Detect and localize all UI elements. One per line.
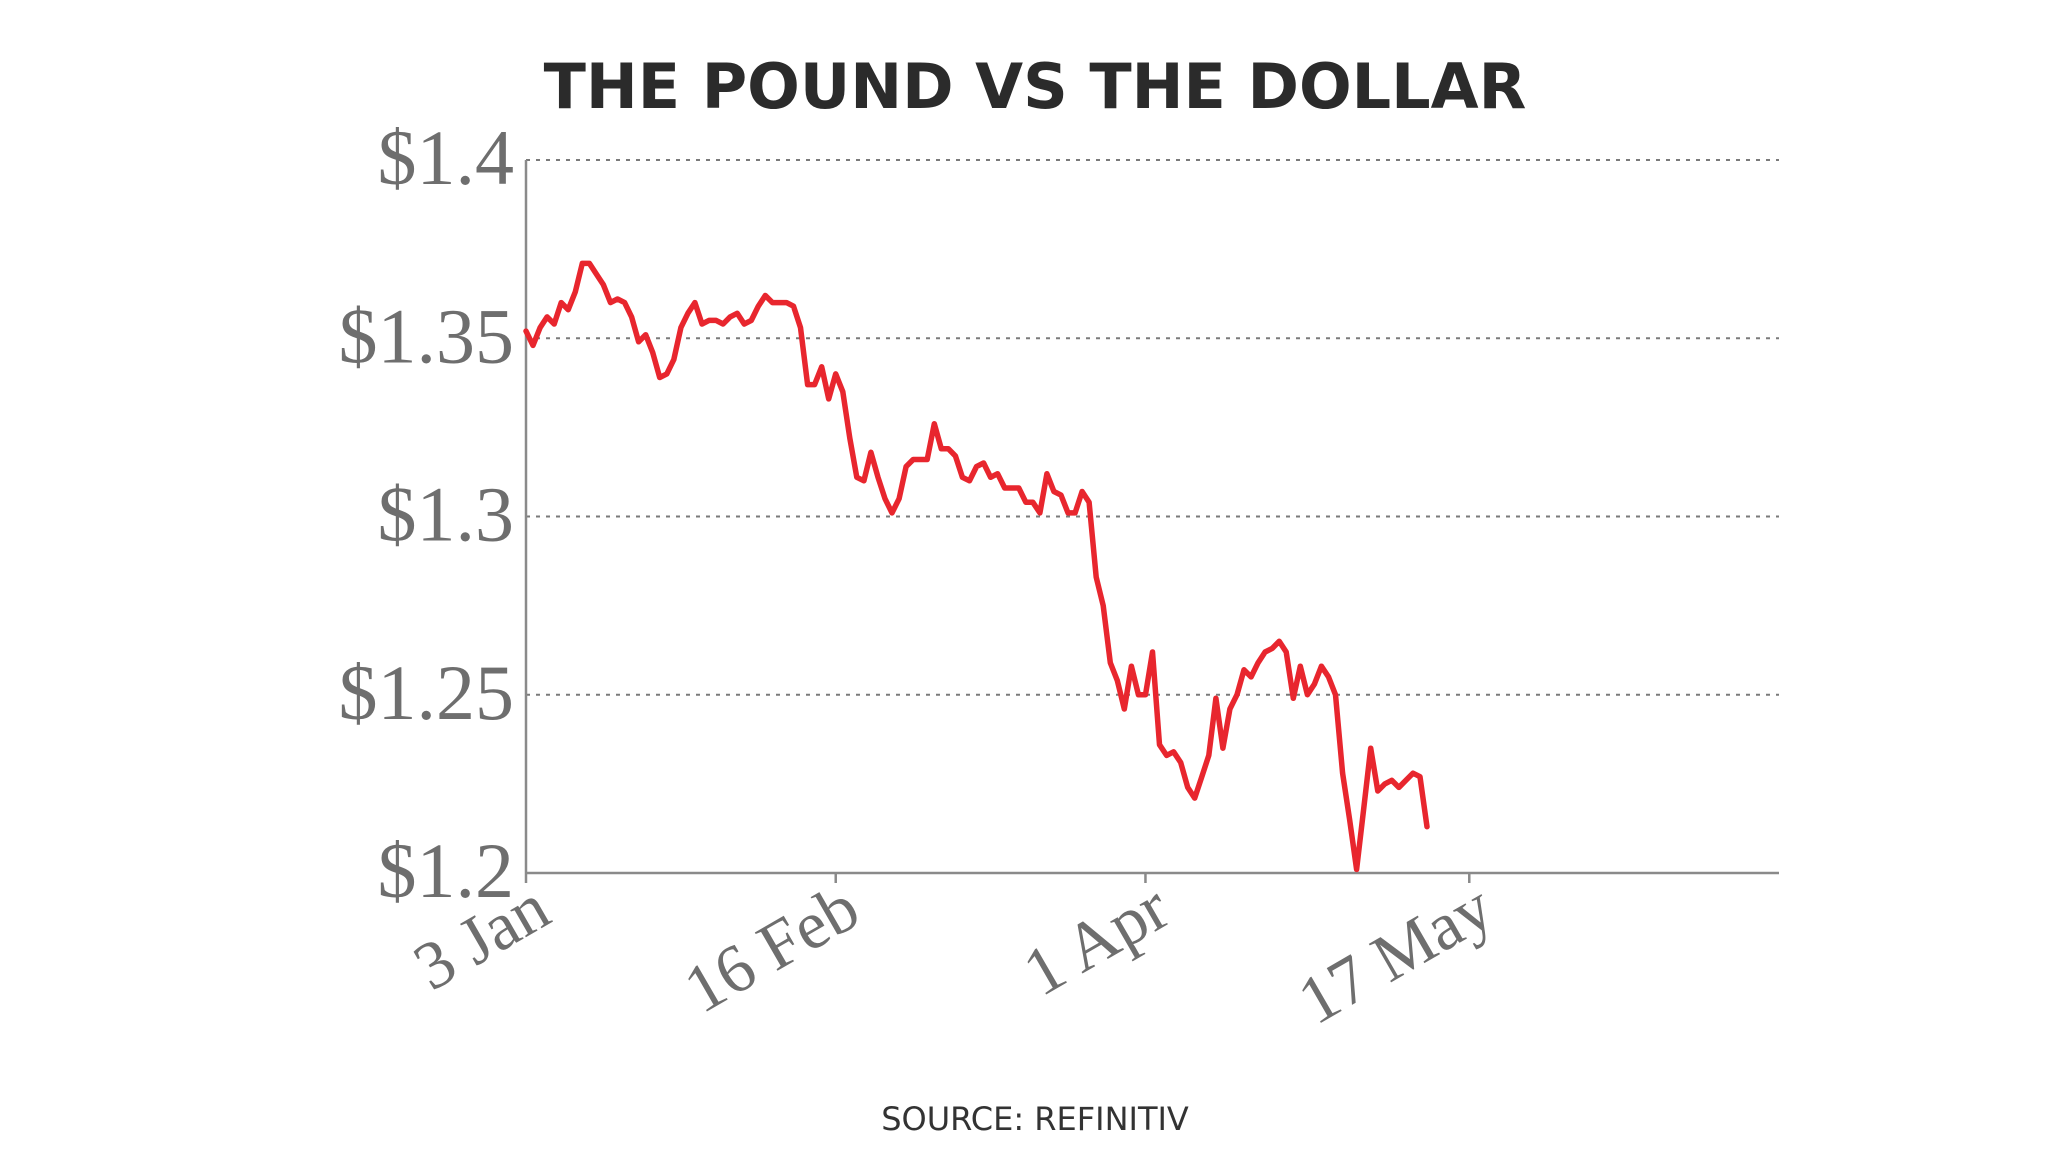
x-axis-ticks: 3 Jan 16 Feb 1 Apr 17 May [401, 868, 1505, 1039]
y-tick-label: $1.35 [339, 292, 515, 379]
x-tick-label: 17 May [1285, 868, 1505, 1039]
source-label: SOURCE: REFINITIV [881, 1100, 1189, 1138]
x-tick-label: 16 Feb [671, 868, 871, 1027]
y-tick-label: $1.25 [339, 649, 515, 736]
y-axis-ticks: $1.4 $1.35 $1.3 $1.25 $1.2 [339, 114, 515, 914]
y-tick-label: $1.3 [378, 471, 515, 558]
gridlines [526, 159, 1779, 696]
x-tick-label: 1 Apr [1010, 868, 1181, 1010]
y-tick-label: $1.2 [378, 827, 515, 914]
y-tick-label: $1.4 [378, 114, 515, 201]
series-line-gbp-usd [523, 260, 1430, 873]
chart-title: THE POUND VS THE DOLLAR [544, 50, 1527, 123]
